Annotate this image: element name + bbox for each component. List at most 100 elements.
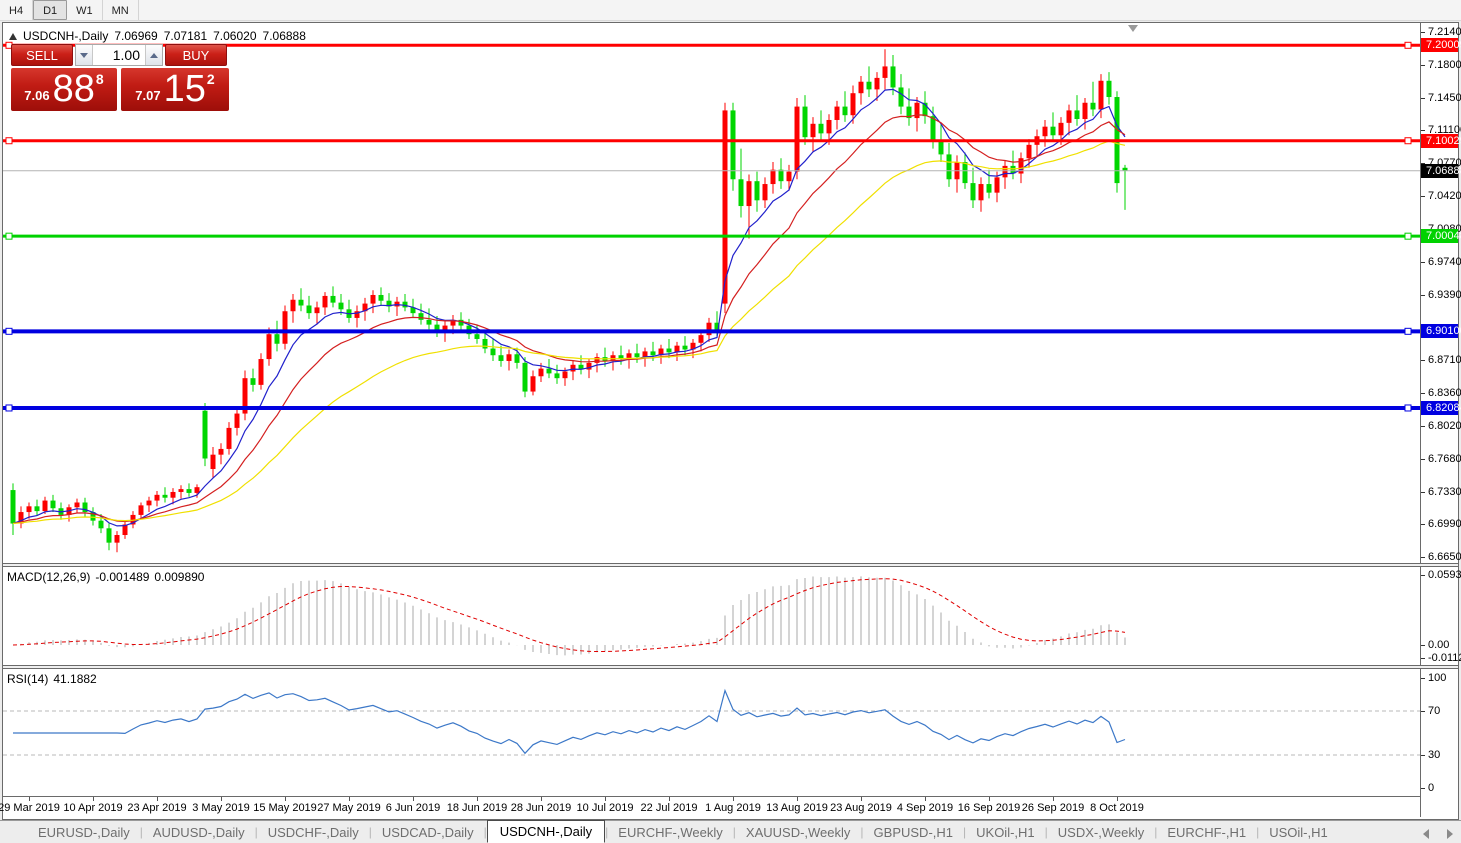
volume-spinner — [75, 44, 163, 66]
collapse-panel-icon[interactable] — [9, 32, 17, 40]
chart-tab-audusd[interactable]: AUDUSD-,Daily — [152, 824, 245, 840]
rsi-line — [13, 688, 1126, 755]
line-anchor-handle[interactable] — [1404, 41, 1412, 49]
time-axis-label: 13 Aug 2019 — [766, 802, 828, 814]
time-axis-label: 10 Apr 2019 — [63, 802, 123, 814]
tab-scroll-left-icon[interactable] — [1423, 829, 1429, 839]
arrow-down-icon — [80, 52, 88, 58]
ma-overlays — [12, 88, 1126, 527]
tick-label: 6.87100 — [1428, 354, 1461, 366]
tick-label: 6.83600 — [1428, 387, 1461, 400]
price-axis-tick: 6.76800 — [1421, 452, 1461, 465]
price-axis[interactable]: 7.214007.180007.145007.111007.077007.042… — [1420, 23, 1461, 817]
chart-tab-ukoil[interactable]: UKOil-,H1 — [976, 824, 1035, 840]
price-axis-tick: 6.66500 — [1421, 551, 1461, 563]
tick-dash — [1421, 294, 1425, 296]
line-anchor-handle[interactable] — [5, 232, 13, 240]
time-axis-label: 3 May 2019 — [192, 802, 250, 814]
main-price-pane[interactable]: USDCNH-,Daily 7.06969 7.07181 7.06020 7.… — [3, 23, 1420, 563]
line-anchor-handle[interactable] — [1404, 404, 1412, 412]
pane-splitter[interactable] — [3, 665, 1458, 669]
sell-price-tile[interactable]: 7.06 88 8 — [11, 68, 117, 111]
tick-label: 6.93900 — [1428, 288, 1461, 301]
tick-dash — [1421, 678, 1425, 679]
tick-dash — [1421, 788, 1425, 789]
tick-label: 0 — [1428, 782, 1435, 794]
volume-increase-button[interactable] — [145, 45, 162, 65]
macd-label: MACD(12,26,9) -0.001489 0.009890 — [7, 570, 205, 584]
level-price-label: 6.82084 — [1421, 400, 1461, 415]
macd-signal-line — [12, 578, 1126, 652]
chart-tab-usoil[interactable]: USOil-,H1 — [1269, 824, 1328, 840]
price-chart-canvas[interactable] — [3, 23, 1420, 563]
tick-label: 6.76800 — [1428, 452, 1461, 465]
tick-dash — [1421, 64, 1425, 66]
tab-scroll-right-icon[interactable] — [1447, 829, 1453, 839]
rsi-canvas[interactable] — [3, 669, 1420, 796]
time-axis-label: 1 Aug 2019 — [705, 802, 761, 814]
tick-dash — [1421, 97, 1425, 99]
tick-dash — [1421, 557, 1425, 558]
buy-price-tile[interactable]: 7.07 15 2 — [121, 68, 229, 111]
rsi-pane[interactable]: RSI(14) 41.1882 — [3, 669, 1420, 796]
tick-label: 7.21400 — [1428, 26, 1461, 38]
chart-tab-eurusd[interactable]: EURUSD-,Daily — [38, 824, 130, 840]
tick-dash — [1421, 393, 1425, 395]
chart-tab-usdcnh[interactable]: USDCNH-,Daily — [486, 819, 606, 843]
tab-separator: | — [1256, 825, 1260, 839]
line-anchor-handle[interactable] — [5, 137, 13, 145]
chart-tab-usdchf[interactable]: USDCHF-,Daily — [267, 824, 359, 840]
tick-dash — [1421, 491, 1425, 493]
timeframe-button-w1[interactable]: W1 — [67, 0, 103, 20]
time-axis-label: 23 Apr 2019 — [127, 802, 187, 814]
price-axis-tick: 7.04200 — [1421, 190, 1461, 202]
macd-pane[interactable]: MACD(12,26,9) -0.001489 0.009890 — [3, 567, 1420, 665]
buy-price-prefix: 7.07 — [135, 88, 161, 103]
timeframe-toolbar: H4 D1 W1 MN — [0, 0, 1461, 21]
timeframe-button-d1[interactable]: D1 — [33, 0, 68, 20]
chart-tab-xauusd[interactable]: XAUUSD-,Weekly — [745, 824, 851, 840]
level-price-label: 7.00048 — [1421, 229, 1461, 244]
time-axis[interactable]: 29 Mar 2019 10 Apr 2019 23 Apr 2019 3 May 2… — [0, 796, 1458, 818]
chart-tab-eurchf[interactable]: EURCHF-,Weekly — [618, 824, 723, 840]
tick-dash — [1421, 755, 1425, 756]
sell-price-pips: 88 — [52, 68, 95, 110]
time-axis-tick — [285, 797, 286, 801]
chart-tab-gbpusd[interactable]: GBPUSD-,H1 — [873, 824, 954, 840]
timeframe-button-h4[interactable]: H4 — [0, 0, 34, 20]
time-axis-tick — [541, 797, 542, 801]
time-axis-tick — [221, 797, 222, 801]
tick-label: 30 — [1428, 749, 1441, 761]
time-axis-tick — [861, 797, 862, 801]
time-axis-label: 10 Jul 2019 — [576, 802, 634, 814]
line-anchor-handle[interactable] — [1404, 327, 1412, 335]
chart-shift-marker-icon[interactable] — [1128, 25, 1138, 32]
line-anchor-handle[interactable] — [5, 327, 13, 335]
tick-dash — [1421, 130, 1425, 132]
sell-button[interactable]: SELL — [11, 44, 73, 66]
rsi-label: RSI(14) 41.1882 — [7, 672, 97, 686]
tick-dash — [1421, 658, 1425, 660]
tick-label: 6.66500 — [1428, 551, 1461, 563]
macd-canvas[interactable] — [3, 567, 1420, 665]
price-axis-tick: 6.87100 — [1421, 354, 1461, 366]
volume-decrease-button[interactable] — [76, 45, 93, 65]
time-axis-tick — [669, 797, 670, 801]
time-axis-tick — [413, 797, 414, 801]
time-axis-label: 22 Jul 2019 — [640, 802, 698, 814]
chart-tab-usdcad[interactable]: USDCAD-,Daily — [381, 824, 474, 840]
tick-dash — [1421, 425, 1425, 427]
buy-button[interactable]: BUY — [165, 44, 227, 66]
line-anchor-handle[interactable] — [5, 404, 13, 412]
time-axis-tick — [1117, 797, 1118, 801]
tick-label: 6.69900 — [1428, 518, 1461, 531]
timeframe-button-mn[interactable]: MN — [103, 0, 139, 20]
time-axis-tick — [157, 797, 158, 801]
tick-label: 7.14500 — [1428, 91, 1461, 104]
volume-input[interactable] — [93, 45, 145, 65]
pane-splitter[interactable] — [3, 563, 1458, 567]
line-anchor-handle[interactable] — [1404, 137, 1412, 145]
chart-tab-eurchf[interactable]: EURCHF-,H1 — [1167, 824, 1247, 840]
line-anchor-handle[interactable] — [1404, 232, 1412, 240]
chart-tab-usdx[interactable]: USDX-,Weekly — [1057, 824, 1145, 840]
